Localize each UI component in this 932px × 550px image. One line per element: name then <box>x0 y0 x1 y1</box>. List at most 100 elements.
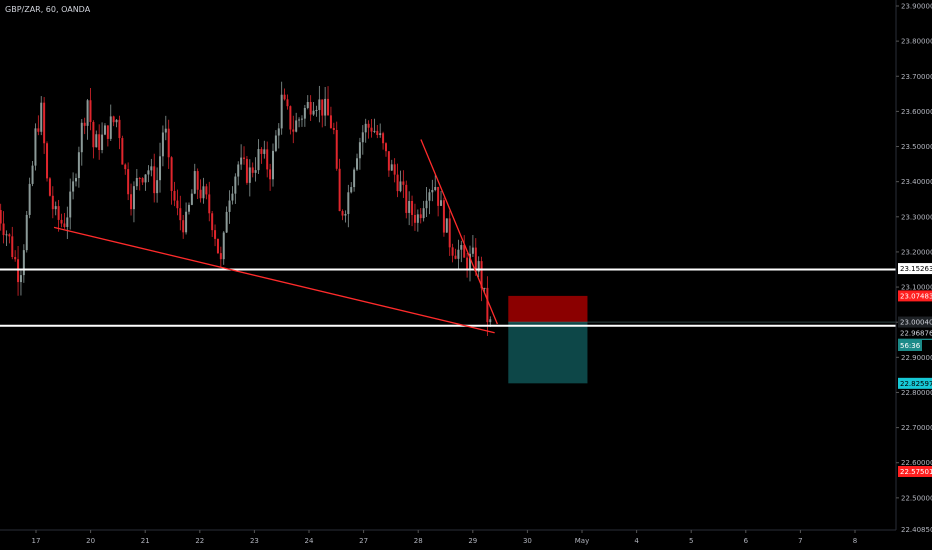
time-tick-label: 22 <box>195 537 204 545</box>
candle-body <box>34 128 37 166</box>
candle-body <box>19 275 22 283</box>
candle-body <box>266 149 269 170</box>
candle-body <box>416 214 419 223</box>
candle-body <box>295 120 298 132</box>
price-tag-bg <box>898 466 932 478</box>
candle-body <box>63 223 66 227</box>
time-tick-label: 24 <box>305 537 314 545</box>
price-tag-bg <box>898 290 932 302</box>
candle-body <box>208 194 211 214</box>
candle-body <box>127 169 130 195</box>
price-axis[interactable]: 22.50000 22.60000 22.70000 22.80000 22.90000… <box>896 3 932 535</box>
candle-body <box>202 186 205 199</box>
candle-body <box>306 102 309 108</box>
candle-body <box>289 106 292 130</box>
candle-body <box>124 164 127 170</box>
candle-body <box>376 130 379 135</box>
candle-body <box>144 174 147 183</box>
candle-body <box>40 102 43 132</box>
candle-body <box>167 128 170 158</box>
candle-body <box>361 132 364 143</box>
candle-body <box>14 257 17 260</box>
time-tick-label: 4 <box>634 537 639 545</box>
candle-body <box>350 187 353 193</box>
candle-body <box>411 200 414 215</box>
candle-body <box>356 158 359 170</box>
candle-body <box>237 164 240 177</box>
candle-body <box>370 127 373 132</box>
candle-body <box>77 152 80 179</box>
candle-body <box>179 208 182 221</box>
candle-body <box>156 180 159 194</box>
candle-body <box>269 169 272 180</box>
price-tag: 23.00040 <box>900 319 932 327</box>
candle-body <box>28 183 31 215</box>
price-tag: 22.57501 <box>900 468 932 476</box>
candle-body <box>83 122 86 126</box>
candle-body <box>89 100 92 122</box>
candle-body <box>274 135 277 151</box>
price-tick-label: 22.70000 <box>901 424 932 432</box>
take-profit-zone[interactable] <box>508 322 588 384</box>
falling-resistance-line[interactable] <box>420 139 498 325</box>
candle-body <box>384 143 387 152</box>
candle-body <box>471 247 474 254</box>
candle-body <box>399 181 402 192</box>
candle-body <box>442 200 445 233</box>
candle-body <box>460 245 463 250</box>
price-tags: 23.1526323.0748323.0004022.9992056:3622.… <box>898 263 932 478</box>
candle-body <box>8 234 11 237</box>
time-tick-label: 7 <box>798 537 802 545</box>
candle-body <box>98 134 101 151</box>
candle-body <box>231 193 234 201</box>
time-axis[interactable]: 17 20 21 22 23 24 27 28 29 30 May 4 5 6 7 8 <box>32 530 858 545</box>
falling-support-line[interactable] <box>53 226 495 334</box>
candle-body <box>280 94 283 129</box>
symbol-label[interactable]: GBP/ZAR, 60, OANDA <box>5 5 91 14</box>
candle-body <box>353 169 356 188</box>
candle-body <box>95 134 98 148</box>
candle-body <box>434 186 437 190</box>
price-tag: 22.82597 <box>900 380 932 388</box>
candlestick-series <box>0 81 492 336</box>
candle-body <box>445 218 448 233</box>
candle-body <box>382 133 385 144</box>
stop-loss-zone[interactable] <box>508 295 588 323</box>
price-tag-bg <box>898 316 932 328</box>
trendlines[interactable] <box>53 139 498 334</box>
price-tick-label: 22.90000 <box>901 354 932 362</box>
time-tick-label: 21 <box>141 537 150 545</box>
horizontal-levels[interactable] <box>0 268 896 327</box>
candle-body <box>159 156 162 181</box>
candle-body <box>216 238 219 254</box>
candle-body <box>74 178 77 182</box>
candle-body <box>419 214 422 219</box>
candle-body <box>2 223 5 236</box>
candle-body <box>248 167 251 183</box>
price-tick-label: 23.40000 <box>901 178 932 186</box>
candle-body <box>393 164 396 175</box>
price-tick-label-partial: 22.40850 <box>901 526 932 534</box>
candle-body <box>245 158 248 183</box>
price-tick-label: 22.50000 <box>901 494 932 502</box>
candle-body <box>173 190 176 201</box>
candle-body <box>321 99 324 116</box>
price-tick-label: 22.60000 <box>901 459 932 467</box>
candle-body <box>196 171 199 190</box>
price-tag-bg <box>898 327 932 339</box>
candle-body <box>161 132 164 157</box>
price-tag: 56:36 <box>900 342 921 350</box>
candle-body <box>379 133 382 135</box>
candle-body <box>405 184 408 213</box>
price-tick-label: 23.80000 <box>901 38 932 46</box>
time-tick-label: May <box>575 537 589 545</box>
candle-body <box>318 99 321 111</box>
candle-body <box>428 192 431 201</box>
candle-body <box>486 287 489 323</box>
time-tick-label: 5 <box>689 537 693 545</box>
candle-body <box>141 178 144 183</box>
candle-body <box>341 211 344 216</box>
short-position-tool[interactable] <box>508 295 896 384</box>
